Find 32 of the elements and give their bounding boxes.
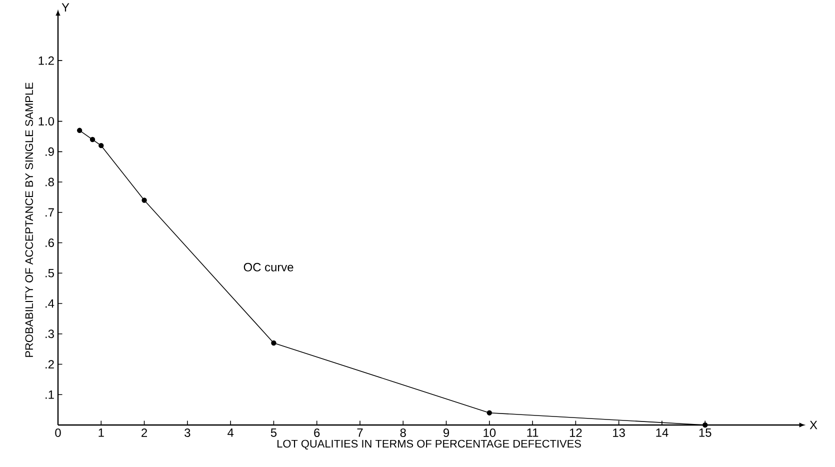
y-tick-label: .9 <box>46 147 54 156</box>
x-tick-label: 12 <box>570 428 582 437</box>
x-tick-label: 13 <box>613 428 625 437</box>
y-tick-label: 1.0 <box>38 117 54 126</box>
y-tick-label: 1.2 <box>38 56 54 65</box>
x-tick-label: 8 <box>400 428 406 437</box>
x-tick-label: 14 <box>656 428 668 437</box>
y-tick-label: .5 <box>46 268 54 278</box>
y-tick-label: .7 <box>46 208 54 217</box>
y-tick-label: .6 <box>46 238 54 247</box>
y-tick-label: .3 <box>46 330 54 338</box>
text: Y <box>62 3 70 12</box>
x-axis-title: LOT QUALITIES IN TERMS OF PERCENTAGE DEFECTIVES <box>277 440 581 450</box>
annotation: OC curve <box>244 262 294 272</box>
y-tick-label: .1 <box>46 390 54 399</box>
x-tick-label: 15 <box>699 428 712 437</box>
x-tick-label: 10 <box>484 428 496 437</box>
x-tick-label: 4 <box>228 428 234 437</box>
x-tick-label: 6 <box>314 428 320 437</box>
y-tick-label: .8 <box>46 178 54 186</box>
y-tick-label: .2 <box>46 360 54 368</box>
x-tick-label: 5 <box>270 428 277 437</box>
x-tick-label: 9 <box>444 428 450 437</box>
x-tick-label: 3 <box>184 428 190 437</box>
x-tick-label: 2 <box>142 428 148 437</box>
y-axis-title: PROBABILITY OF ACCEPTANCE BY SINGLE SAMPLE <box>25 82 34 357</box>
x-tick-label: 0 <box>55 428 61 437</box>
x-tick-label: 7 <box>357 428 363 437</box>
text: X <box>810 420 818 430</box>
y-tick-label: .4 <box>46 299 54 308</box>
x-tick-label: 11 <box>527 428 538 437</box>
x-tick-label: 1 <box>98 428 104 437</box>
